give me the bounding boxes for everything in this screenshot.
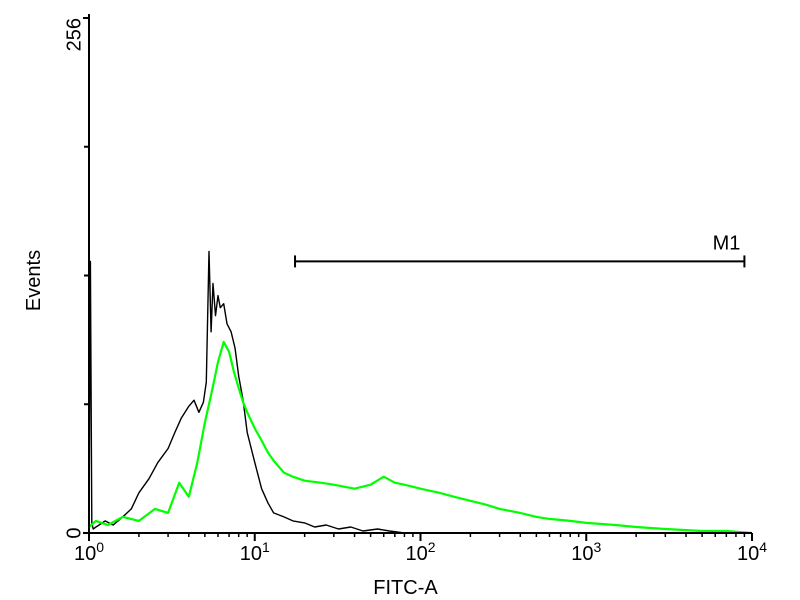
series-line-sample <box>88 340 753 535</box>
x-tick-label: 104 <box>737 539 767 565</box>
marker-label: M1 <box>713 232 741 254</box>
x-tick-label: 100 <box>74 539 104 565</box>
x-tick-label: 102 <box>405 539 435 565</box>
x-tick-label: 103 <box>571 539 601 565</box>
y-tick-label: 256 <box>63 18 85 51</box>
series-line-control <box>88 250 421 534</box>
y-axis-title: Events <box>23 250 45 311</box>
x-tick-label: 101 <box>240 539 270 565</box>
x-axis-title: FITC-A <box>373 577 438 599</box>
y-tick-label: 0 <box>63 527 85 538</box>
